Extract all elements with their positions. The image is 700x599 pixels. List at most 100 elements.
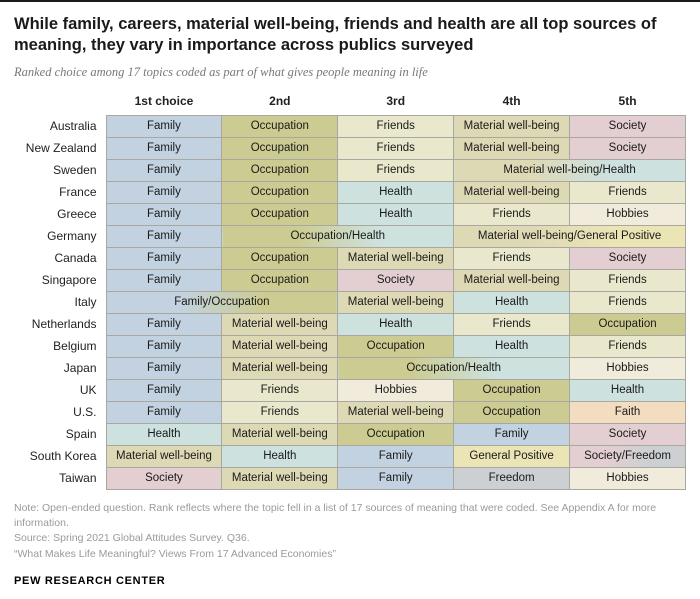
rank-cell: Friends: [337, 136, 455, 160]
rank-cell: Health: [221, 444, 339, 468]
rank-cell: Friends: [453, 312, 571, 336]
table-row: Australia Family Occupation Friends Material…: [14, 114, 686, 138]
country-label: Netherlands: [14, 313, 106, 336]
country-label: Japan: [14, 357, 106, 380]
table-row: France Family Occupation Health Material wel…: [14, 180, 686, 204]
rank-cell: Occupation/Health: [337, 356, 571, 380]
country-label: France: [14, 181, 106, 204]
country-label: Spain: [14, 423, 106, 446]
rank-cell: Occupation: [221, 158, 339, 182]
country-label: Canada: [14, 247, 106, 270]
rank-cell: Family/Occupation: [105, 290, 339, 314]
table-row: Sweden Family Occupation Friends Material we…: [14, 158, 686, 182]
rank-cell: Society/Freedom: [569, 444, 686, 468]
rank-cell: Material well-being: [337, 290, 455, 314]
rank-cell: Material well-being: [221, 422, 339, 446]
rank-cell: Material well-being: [221, 356, 339, 380]
rank-cell: Occupation: [337, 422, 455, 446]
country-label: Sweden: [14, 159, 106, 182]
table-row: South Korea Material well-being Health Fami…: [14, 444, 686, 468]
rank-cell: Family: [105, 312, 223, 336]
rank-cell: Occupation: [221, 246, 339, 270]
rank-cell: Material well-being: [105, 444, 223, 468]
rank-cell: Friends: [569, 334, 686, 358]
rank-cell: Friends: [337, 158, 455, 182]
rank-cell: Material well-being: [221, 312, 339, 336]
rank-cell: Occupation: [337, 334, 455, 358]
rank-cell: Friends: [337, 114, 455, 138]
rank-cell: Health: [569, 378, 686, 402]
rank-cell: Family: [105, 114, 223, 138]
table-row: Taiwan Society Material well-being Family Fr…: [14, 466, 686, 490]
table-row: Belgium Family Material well-being Occupati…: [14, 334, 686, 358]
country-label: Greece: [14, 203, 106, 226]
country-label: Italy: [14, 291, 106, 314]
rank-cell: Family: [337, 466, 455, 490]
table-row: Italy Family/Occupation Material well-bein…: [14, 290, 686, 314]
rank-cell: Material well-being: [221, 334, 339, 358]
table-row: Greece Family Occupation Health Friends Hobbi…: [14, 202, 686, 226]
rank-cell: Freedom: [453, 466, 571, 490]
rank-cell: Health: [105, 422, 223, 446]
table-body: Australia Family Occupation Friends Material…: [14, 114, 686, 490]
rank-cell: Friends: [569, 180, 686, 204]
pew-research-center-wordmark: PEW RESEARCH CENTER: [14, 574, 166, 587]
rank-cell: Material well-being: [337, 400, 455, 424]
table-row: UK Family Friends Hobbies Occupation Health: [14, 378, 686, 402]
rank-cell: Society: [569, 114, 686, 138]
country-label: South Korea: [14, 445, 106, 468]
rank-cell: Friends: [453, 202, 571, 226]
column-header: 5th: [618, 93, 637, 108]
footnotes: Note: Open-ended question. Rank reflects…: [14, 501, 686, 562]
rank-cell: Material well-being/Health: [453, 158, 686, 182]
country-label: New Zealand: [14, 137, 106, 160]
rank-cell: Health: [453, 290, 571, 314]
rank-cell: Material well-being: [453, 114, 571, 138]
rank-cell: Friends: [569, 290, 686, 314]
report-line: “What Makes Life Meaningful? Views From …: [14, 547, 336, 560]
column-header: 1st choice: [134, 93, 194, 108]
country-label: Germany: [14, 225, 106, 248]
rank-cell: Family: [105, 136, 223, 160]
note-line: Note: Open-ended question. Rank reflects…: [14, 501, 657, 530]
table-header-row: 1st choice 2nd 3rd 4th 5th: [14, 94, 686, 116]
rank-cell: Society: [337, 268, 455, 292]
source-line: Source: Spring 2021 Global Attitudes Sur…: [14, 532, 250, 545]
rank-cell: Occupation: [221, 180, 339, 204]
rank-cell: Occupation: [221, 136, 339, 160]
rank-cell: Family: [105, 400, 223, 424]
rank-cell: Family: [105, 202, 223, 226]
table-row: New Zealand Family Occupation Friends Materi…: [14, 136, 686, 160]
rank-cell: Society: [569, 246, 686, 270]
table-row: Germany Family Occupation/Health Material w…: [14, 224, 686, 248]
rank-cell: General Positive: [453, 444, 571, 468]
rank-cell: Faith: [569, 400, 686, 424]
rank-cell: Family: [453, 422, 571, 446]
table-row: Canada Family Occupation Material well-bein…: [14, 246, 686, 270]
rank-cell: Occupation: [221, 114, 339, 138]
rank-cell: Health: [337, 312, 455, 336]
chart-title: While family, careers, material well-bei…: [14, 15, 657, 55]
chart-subtitle: Ranked choice among 17 topics coded as p…: [14, 64, 428, 79]
country-label: UK: [14, 379, 106, 402]
rank-cell: Family: [105, 356, 223, 380]
rank-cell: Hobbies: [569, 356, 686, 380]
rank-cell: Occupation/Health: [221, 224, 455, 248]
rank-cell: Occupation: [453, 378, 571, 402]
rank-cell: Family: [105, 158, 223, 182]
rank-cell: Friends: [221, 400, 339, 424]
country-label: Belgium: [14, 335, 106, 358]
table-row: Netherlands Family Material well-being Heal…: [14, 312, 686, 336]
rank-cell: Friends: [453, 246, 571, 270]
rank-cell: Society: [569, 136, 686, 160]
rank-cell: Family: [105, 268, 223, 292]
column-header: 4th: [502, 93, 521, 108]
rank-cell: Material well-being: [453, 180, 571, 204]
rank-cell: Hobbies: [337, 378, 455, 402]
rank-cell: Family: [105, 334, 223, 358]
rank-cell: Family: [337, 444, 455, 468]
rank-cell: Occupation: [569, 312, 686, 336]
rank-cell: Material well-being: [221, 466, 339, 490]
rank-cell: Material well-being/General Positive: [453, 224, 686, 248]
column-header: 2nd: [269, 93, 291, 108]
